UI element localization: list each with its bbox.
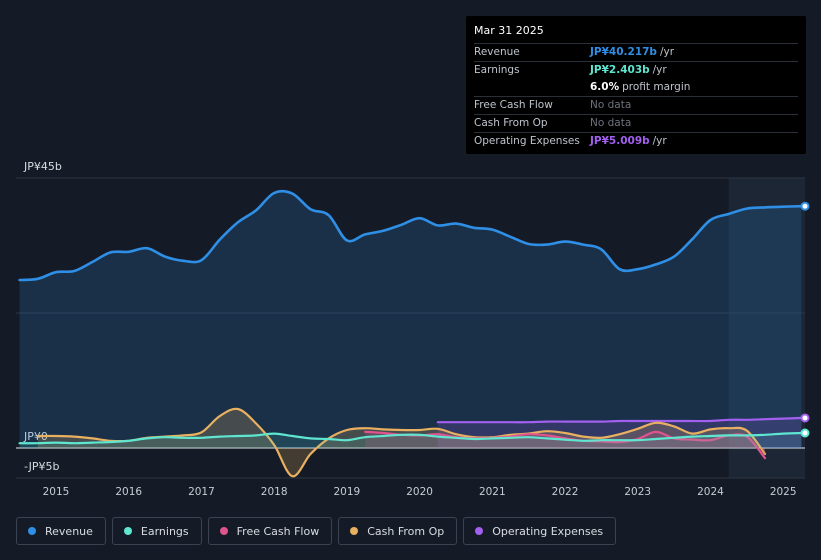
free-cash-flow-line: [364, 430, 767, 460]
x-tick-label: 2025: [770, 486, 797, 498]
y-tick-label: -JP¥5b: [24, 460, 59, 473]
y-tick-label: JP¥45b: [23, 160, 62, 173]
x-tick-label: 2023: [624, 486, 651, 498]
x-tick-label: 2020: [406, 486, 433, 498]
x-tick-label: 2015: [43, 486, 70, 498]
tooltip-label: Cash From Op: [474, 117, 548, 129]
tooltip-row-margin: 6.0% profit margin: [474, 79, 798, 96]
legend-dot: [28, 527, 36, 535]
earnings-end-marker: [800, 428, 810, 438]
legend-label: Cash From Op: [367, 524, 445, 538]
earnings-area: [19, 433, 802, 448]
tooltip-unit: /yr: [659, 46, 675, 58]
tooltip-value: No data: [590, 99, 632, 111]
legend-dot: [219, 527, 228, 535]
tooltip-unit: /yr: [652, 64, 667, 76]
x-tick-label: 2024: [697, 486, 724, 498]
legend-operating-expenses[interactable]: Operating Expenses: [463, 517, 617, 545]
legend-dot: [123, 527, 132, 535]
tooltip-label: Free Cash Flow: [474, 99, 553, 111]
tooltip-unit: /yr: [652, 135, 667, 147]
tooltip-unit: profit margin: [622, 81, 691, 93]
revenue-area: [19, 191, 802, 449]
tooltip-row-revenue: Revenue JP¥40.217b /yr: [474, 43, 798, 61]
tooltip-value: No data: [590, 117, 632, 129]
tooltip-value: 6.0%: [590, 81, 620, 93]
x-tick-label: 2021: [479, 486, 506, 498]
tooltip-row-earnings: Earnings JP¥2.403b /yr: [474, 61, 798, 79]
tooltip-label: Earnings: [474, 64, 520, 76]
x-tick-label: 2022: [552, 486, 579, 498]
legend-cash-from-op[interactable]: Cash From Op: [338, 517, 458, 545]
tooltip-value: JP¥40.217b: [590, 46, 657, 58]
tooltip-label: Revenue: [474, 46, 520, 58]
tooltip-value: JP¥2.403b: [590, 64, 650, 76]
legend-free-cash-flow[interactable]: Free Cash Flow: [207, 517, 333, 545]
x-tick-label: 2019: [334, 486, 361, 498]
tooltip-row-cfo: Cash From Op No data: [474, 114, 798, 132]
earnings-line: [18, 431, 803, 445]
tooltip-row-fcf: Free Cash Flow No data: [474, 96, 798, 114]
tooltip-value: JP¥5.009b: [590, 135, 650, 147]
tooltip: Mar 31 2025 Revenue JP¥40.217b /yr Earni…: [466, 16, 806, 154]
legend-earnings[interactable]: Earnings: [111, 517, 202, 545]
tooltip-row-opex: Operating Expenses JP¥5.009b /yr: [474, 132, 798, 150]
legend-dot: [475, 527, 484, 535]
legend-label: Revenue: [45, 524, 93, 538]
legend-dot: [350, 527, 359, 535]
operating-expenses-line: [436, 416, 803, 424]
tooltip-date: Mar 31 2025: [474, 24, 544, 37]
legend: Revenue Earnings Free Cash Flow Cash Fro…: [16, 517, 617, 545]
x-tick-label: 2017: [188, 486, 215, 498]
legend-label: Operating Expenses: [492, 524, 604, 538]
revenue-end-marker: [800, 201, 810, 211]
revenue-line: [18, 189, 803, 282]
legend-label: Free Cash Flow: [236, 524, 320, 538]
cash-from-op-area: [37, 408, 766, 477]
tooltip-label: Operating Expenses: [474, 135, 580, 147]
x-tick-label: 2016: [115, 486, 142, 498]
tooltip-label: [474, 79, 590, 96]
operating-expenses-end-marker: [800, 413, 810, 423]
legend-revenue[interactable]: Revenue: [16, 517, 106, 545]
y-tick-label: JP¥0: [23, 430, 48, 443]
x-tick-label: 2018: [261, 486, 288, 498]
legend-label: Earnings: [140, 524, 189, 538]
